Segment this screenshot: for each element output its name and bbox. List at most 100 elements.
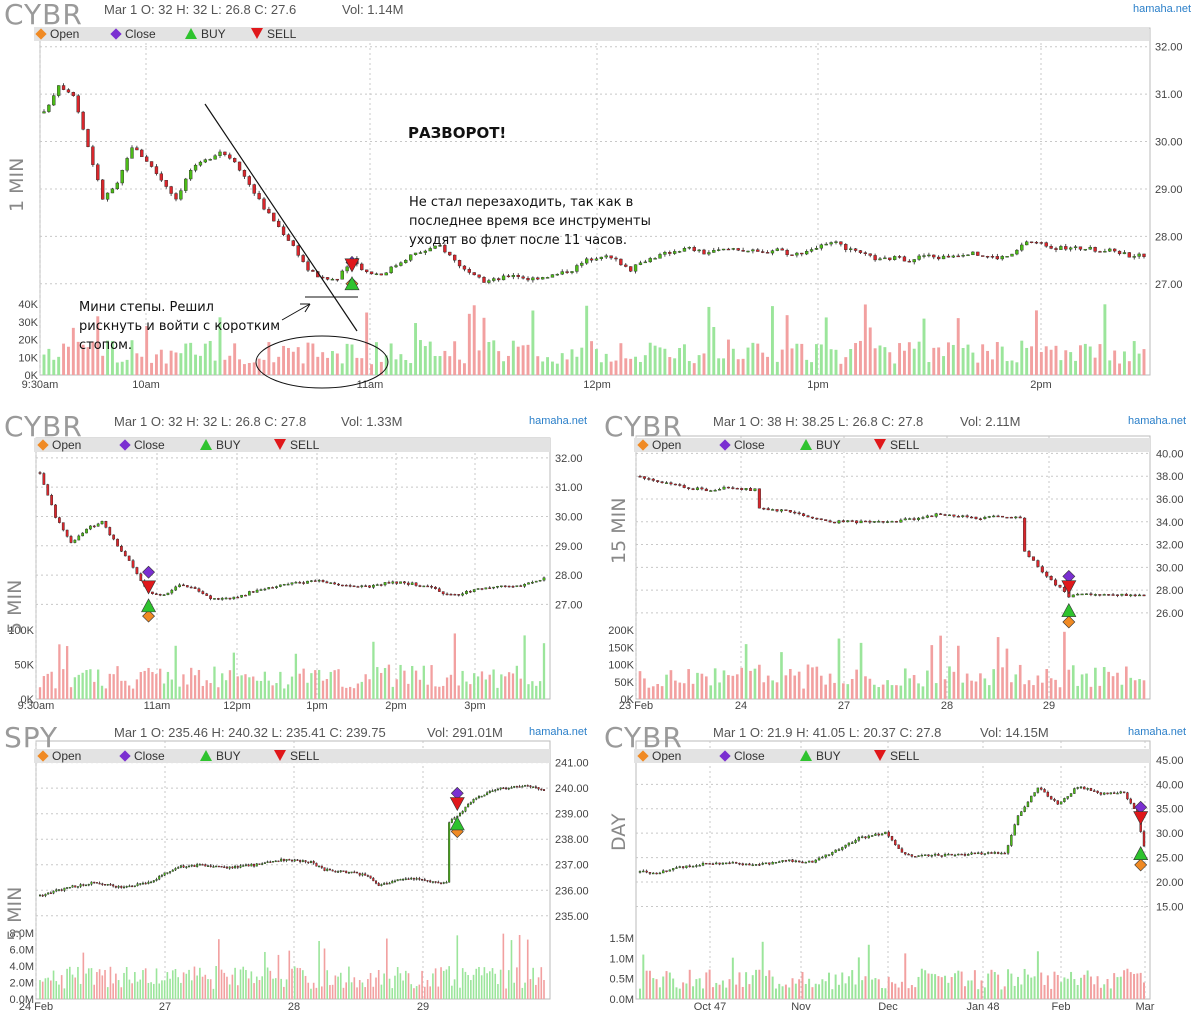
candle-body (404, 259, 408, 263)
candle-body (758, 864, 761, 866)
candle-body (285, 859, 288, 861)
volume-tick-label: 100K (8, 625, 34, 637)
legend-buy-label: BUY (816, 749, 841, 763)
volume-bar (135, 679, 139, 699)
volume-bar (296, 347, 300, 375)
volume-bar (942, 356, 946, 375)
volume-bar (1106, 978, 1109, 999)
candle-body (839, 241, 843, 245)
volume-bar (526, 939, 529, 999)
x-tick-label: 9:30am (18, 700, 55, 712)
volume-bar (414, 323, 418, 375)
volume-bar (805, 359, 809, 375)
candle-body (844, 844, 847, 848)
volume-bar (1041, 682, 1044, 699)
volume-bar (494, 973, 497, 999)
candle-body (957, 853, 960, 856)
volume-bar (971, 352, 975, 375)
volume-bar (1066, 978, 1069, 999)
candle-body (1045, 571, 1049, 577)
volume-bar (950, 977, 953, 999)
x-tick-label: Mar (1136, 1001, 1155, 1013)
volume-bar (169, 350, 173, 375)
volume-bar (771, 680, 774, 699)
open-diamond-icon (637, 439, 649, 451)
x-tick-label: 29 (417, 1001, 429, 1013)
candle-body (800, 252, 804, 255)
volume-bar (418, 679, 422, 699)
volume-bar (1089, 686, 1093, 699)
volume-bar (380, 984, 383, 999)
legend-open-label: Open (652, 749, 682, 763)
x-tick-label: Feb (1052, 1001, 1071, 1013)
volume-bar (1034, 310, 1038, 375)
candle-body (996, 515, 1000, 518)
volume-bar (1107, 671, 1110, 699)
candle-body (728, 862, 731, 865)
candle-body (1031, 556, 1035, 561)
volume-bar (847, 976, 850, 999)
volume-bar (1137, 353, 1141, 375)
candle-body (240, 594, 243, 598)
candle-body (476, 588, 480, 590)
candle-body (824, 854, 827, 858)
volume-bar (285, 979, 288, 999)
candle-body (418, 252, 423, 254)
volume-bar (1119, 976, 1122, 999)
candle-body (1085, 593, 1089, 595)
candle-body (286, 583, 290, 586)
candle-body (182, 865, 185, 868)
candle-body (695, 865, 698, 867)
candle-body (174, 193, 178, 200)
volume-bar (302, 970, 304, 999)
volume-bar (740, 667, 743, 699)
candle-body (805, 251, 809, 255)
candle-body (678, 484, 682, 486)
volume-bar (62, 669, 65, 699)
volume-bar (275, 683, 278, 699)
volume-bar (540, 967, 543, 999)
candle-body (128, 885, 131, 888)
volume-bar (883, 347, 887, 375)
candle-body (983, 853, 987, 855)
candle-body (296, 859, 299, 861)
candle-body (970, 516, 974, 519)
candle-body (1059, 801, 1063, 805)
legend-open-label: Open (50, 27, 80, 41)
volume-bar (726, 339, 730, 375)
candle-body (475, 797, 478, 800)
candle-body (140, 149, 144, 158)
volume-bar (1050, 988, 1053, 999)
y-tick-label: 40.00 (1156, 448, 1184, 460)
volume-bar (161, 980, 163, 999)
candle-body (461, 593, 464, 596)
volume-bar (247, 362, 251, 375)
volume-bar (154, 354, 158, 375)
volume-bar (756, 343, 760, 375)
y-tick-label: 28.00 (1155, 231, 1183, 243)
legend-sell-label: SELL (890, 749, 920, 763)
volume-bar (1108, 360, 1112, 375)
candle-body (201, 591, 205, 594)
volume-bar (286, 684, 290, 699)
volume-bar (924, 970, 927, 999)
candle-body (897, 844, 900, 849)
candle-body (1071, 594, 1075, 598)
volume-bar (741, 986, 744, 999)
volume-bar (250, 971, 253, 999)
volume-bar (1064, 350, 1068, 375)
candle-body (298, 582, 302, 584)
volume-bar (1129, 677, 1133, 699)
volume-bar (375, 977, 377, 999)
volume-bar (487, 342, 491, 375)
volume-bar (345, 343, 349, 375)
volume-bar (193, 966, 196, 999)
volume-bar (283, 688, 286, 699)
legend-buy-label: BUY (816, 438, 841, 452)
candle-body (1093, 594, 1097, 596)
volume-bar (432, 973, 434, 999)
candle-body (174, 586, 178, 591)
candle-body (251, 591, 255, 593)
volume-tick-label: 50K (14, 660, 34, 672)
candle-body (1089, 788, 1093, 791)
